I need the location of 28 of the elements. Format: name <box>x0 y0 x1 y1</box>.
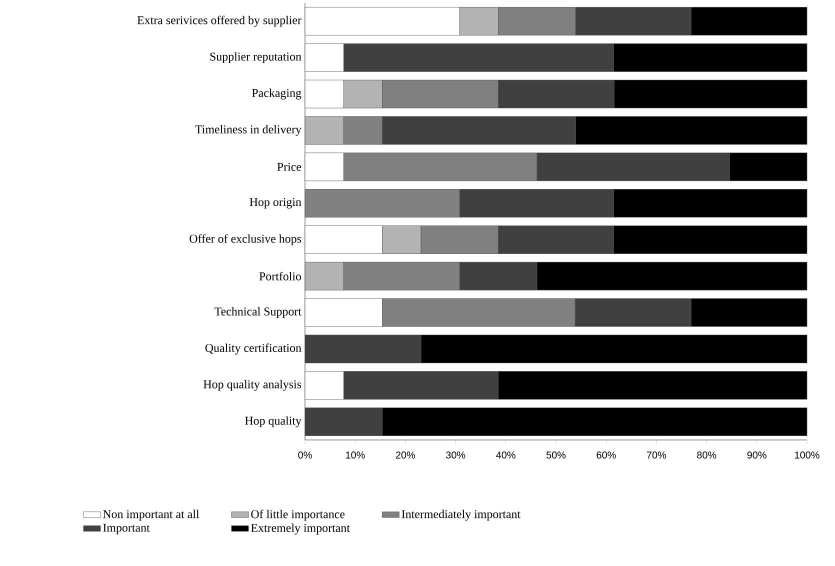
legend-label: Extremely important <box>251 524 350 534</box>
x-tick-label: 100% <box>795 452 820 459</box>
x-tick-label: 80% <box>697 452 716 459</box>
y-tick-label: Price <box>277 162 302 171</box>
y-tick-label: Packaging <box>252 88 302 100</box>
x-tick-label: 10% <box>346 452 365 459</box>
y-tick-label: Portfolio <box>259 272 302 280</box>
y-tick-label: Supplier reputation <box>210 52 302 64</box>
x-tick-label: 70% <box>646 452 666 459</box>
x-tick-label: 90% <box>747 452 766 459</box>
y-tick-label: Hop quality analysis <box>204 380 302 391</box>
x-tick-label: 20% <box>396 452 416 459</box>
legend-label: Important <box>103 524 150 534</box>
legend-label: Of little importance <box>251 510 345 521</box>
y-tick-label: Timeliness in delivery <box>195 125 302 136</box>
x-tick-label: 50% <box>546 452 566 459</box>
y-tick-label: Quality certification <box>205 343 302 354</box>
y-tick-label: Hop quality <box>245 416 302 428</box>
legend-label: Intermediately important <box>402 510 520 521</box>
x-tick-label: 60% <box>596 452 616 459</box>
x-tick-label: 30% <box>446 452 466 459</box>
y-tick-label: Technical Support <box>214 307 302 318</box>
y-tick-label: Offer of exclusive hops <box>190 234 302 246</box>
x-tick-label: 0% <box>298 452 312 459</box>
y-tick-label: Extra serivices offered by supplier <box>137 16 302 27</box>
y-tick-label: Hop origin <box>250 198 302 209</box>
x-tick-label: 40% <box>496 452 516 459</box>
legend-label: Non important at all <box>103 510 200 521</box>
